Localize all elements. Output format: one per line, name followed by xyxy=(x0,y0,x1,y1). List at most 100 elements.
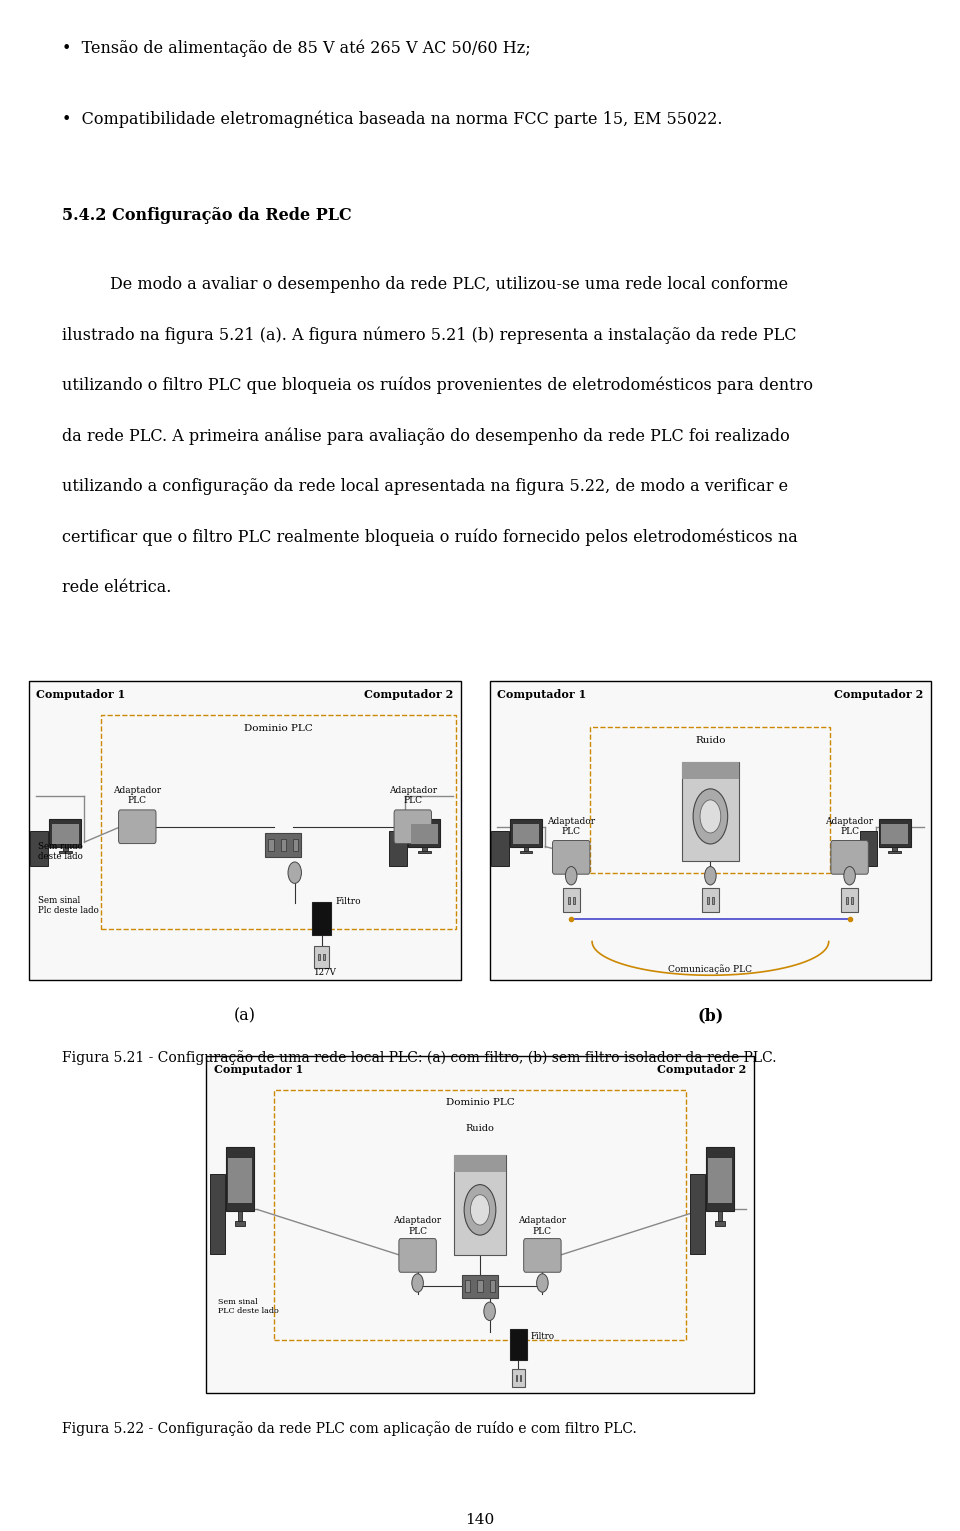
Circle shape xyxy=(844,867,855,885)
FancyBboxPatch shape xyxy=(841,888,858,912)
Text: Sem sinal
PLC deste lado: Sem sinal PLC deste lado xyxy=(218,1298,278,1315)
Circle shape xyxy=(412,1274,423,1292)
FancyBboxPatch shape xyxy=(519,1375,521,1381)
Text: utilizando a configuração da rede local apresentada na figura 5.22, de modo a ve: utilizando a configuração da rede local … xyxy=(62,478,788,495)
Text: (a): (a) xyxy=(234,1007,255,1024)
Text: Adaptador
PLC: Adaptador PLC xyxy=(547,816,595,836)
FancyBboxPatch shape xyxy=(707,1147,733,1211)
FancyBboxPatch shape xyxy=(269,839,274,851)
Text: Adaptador
PLC: Adaptador PLC xyxy=(394,1216,442,1236)
FancyBboxPatch shape xyxy=(319,954,321,960)
FancyBboxPatch shape xyxy=(846,897,848,903)
FancyBboxPatch shape xyxy=(702,888,719,912)
Circle shape xyxy=(693,788,728,844)
FancyBboxPatch shape xyxy=(707,897,708,903)
FancyBboxPatch shape xyxy=(52,824,79,844)
FancyBboxPatch shape xyxy=(893,847,897,851)
Text: Sem sinal
Plc deste lado: Sem sinal Plc deste lado xyxy=(38,896,99,916)
FancyBboxPatch shape xyxy=(390,831,407,867)
FancyBboxPatch shape xyxy=(513,824,540,844)
Text: Figura 5.22 - Configuração da rede PLC com aplicação de ruído e com filtro PLC.: Figura 5.22 - Configuração da rede PLC c… xyxy=(62,1421,637,1436)
Text: 140: 140 xyxy=(466,1513,494,1526)
Circle shape xyxy=(537,1274,548,1292)
FancyBboxPatch shape xyxy=(881,824,908,844)
FancyBboxPatch shape xyxy=(553,841,589,874)
Text: Computador 1: Computador 1 xyxy=(36,689,126,700)
FancyBboxPatch shape xyxy=(510,1329,527,1360)
FancyBboxPatch shape xyxy=(227,1147,253,1211)
Text: Computador 2: Computador 2 xyxy=(657,1064,746,1075)
FancyBboxPatch shape xyxy=(511,819,542,847)
Text: Adaptador
PLC: Adaptador PLC xyxy=(826,816,874,836)
FancyBboxPatch shape xyxy=(490,681,931,980)
Circle shape xyxy=(465,1185,495,1236)
FancyBboxPatch shape xyxy=(210,1174,225,1254)
FancyBboxPatch shape xyxy=(31,831,48,867)
FancyBboxPatch shape xyxy=(516,1375,517,1381)
Text: Computador 2: Computador 2 xyxy=(834,689,924,700)
Text: Comunicação PLC: Comunicação PLC xyxy=(668,965,753,974)
Text: De modo a avaliar o desempenho da rede PLC, utilizou-se uma rede local conforme: De modo a avaliar o desempenho da rede P… xyxy=(110,276,788,292)
FancyBboxPatch shape xyxy=(394,810,431,844)
FancyBboxPatch shape xyxy=(418,851,431,853)
Text: Adaptador
PLC: Adaptador PLC xyxy=(113,785,161,805)
Text: Dominio PLC: Dominio PLC xyxy=(244,724,313,733)
Text: Adaptador
PLC: Adaptador PLC xyxy=(518,1216,566,1236)
FancyBboxPatch shape xyxy=(466,1280,470,1292)
Text: Figura 5.21 - Configuração de uma rede local PLC: (a) com filtro, (b) sem filtro: Figura 5.21 - Configuração de uma rede l… xyxy=(62,1050,777,1066)
FancyBboxPatch shape xyxy=(453,1156,507,1173)
Text: Sem ruido
deste lado: Sem ruido deste lado xyxy=(38,842,84,862)
FancyBboxPatch shape xyxy=(323,954,324,960)
Circle shape xyxy=(705,867,716,885)
Text: ilustrado na figura 5.21 (a). A figura número 5.21 (b) representa a instalação d: ilustrado na figura 5.21 (a). A figura n… xyxy=(62,326,797,343)
FancyBboxPatch shape xyxy=(524,847,528,851)
FancyBboxPatch shape xyxy=(708,1157,732,1203)
Circle shape xyxy=(484,1301,495,1320)
FancyBboxPatch shape xyxy=(265,833,301,857)
Text: 5.4.2 Configuração da Rede PLC: 5.4.2 Configuração da Rede PLC xyxy=(62,207,352,224)
FancyBboxPatch shape xyxy=(879,819,910,847)
FancyBboxPatch shape xyxy=(453,1156,507,1255)
FancyBboxPatch shape xyxy=(888,851,901,853)
FancyBboxPatch shape xyxy=(422,847,426,851)
FancyBboxPatch shape xyxy=(63,847,67,851)
Text: 127V: 127V xyxy=(314,968,337,977)
FancyBboxPatch shape xyxy=(462,1274,498,1298)
FancyBboxPatch shape xyxy=(830,841,869,874)
Text: certificar que o filtro PLC realmente bloqueia o ruído fornecido pelos eletrodom: certificar que o filtro PLC realmente bl… xyxy=(62,528,798,545)
FancyBboxPatch shape xyxy=(573,897,575,903)
FancyBboxPatch shape xyxy=(59,851,72,853)
FancyBboxPatch shape xyxy=(234,1220,246,1226)
FancyBboxPatch shape xyxy=(712,897,714,903)
FancyBboxPatch shape xyxy=(293,839,298,851)
FancyBboxPatch shape xyxy=(238,1211,242,1220)
FancyBboxPatch shape xyxy=(490,1280,494,1292)
Text: Computador 1: Computador 1 xyxy=(214,1064,303,1075)
FancyBboxPatch shape xyxy=(682,762,739,860)
FancyBboxPatch shape xyxy=(399,1239,436,1272)
Text: da rede PLC. A primeira análise para avaliação do desempenho da rede PLC foi rea: da rede PLC. A primeira análise para ava… xyxy=(62,427,790,444)
FancyBboxPatch shape xyxy=(860,831,877,867)
FancyBboxPatch shape xyxy=(314,946,329,968)
Circle shape xyxy=(470,1194,490,1225)
Text: utilizando o filtro PLC que bloqueia os ruídos provenientes de eletrodomésticos : utilizando o filtro PLC que bloqueia os … xyxy=(62,377,813,393)
Text: Filtro: Filtro xyxy=(335,897,361,906)
FancyBboxPatch shape xyxy=(280,839,286,851)
FancyBboxPatch shape xyxy=(714,1220,726,1226)
FancyBboxPatch shape xyxy=(682,761,739,779)
FancyBboxPatch shape xyxy=(492,831,509,867)
FancyBboxPatch shape xyxy=(312,902,331,935)
Text: rede elétrica.: rede elétrica. xyxy=(62,579,172,596)
FancyBboxPatch shape xyxy=(852,897,853,903)
Text: Ruido: Ruido xyxy=(466,1124,494,1133)
Text: Computador 2: Computador 2 xyxy=(364,689,453,700)
FancyBboxPatch shape xyxy=(512,1369,525,1387)
FancyBboxPatch shape xyxy=(119,810,156,844)
FancyBboxPatch shape xyxy=(690,1174,705,1254)
Circle shape xyxy=(700,799,721,833)
FancyBboxPatch shape xyxy=(29,681,461,980)
FancyBboxPatch shape xyxy=(50,819,81,847)
FancyBboxPatch shape xyxy=(567,897,569,903)
Circle shape xyxy=(565,867,577,885)
FancyBboxPatch shape xyxy=(228,1157,252,1203)
